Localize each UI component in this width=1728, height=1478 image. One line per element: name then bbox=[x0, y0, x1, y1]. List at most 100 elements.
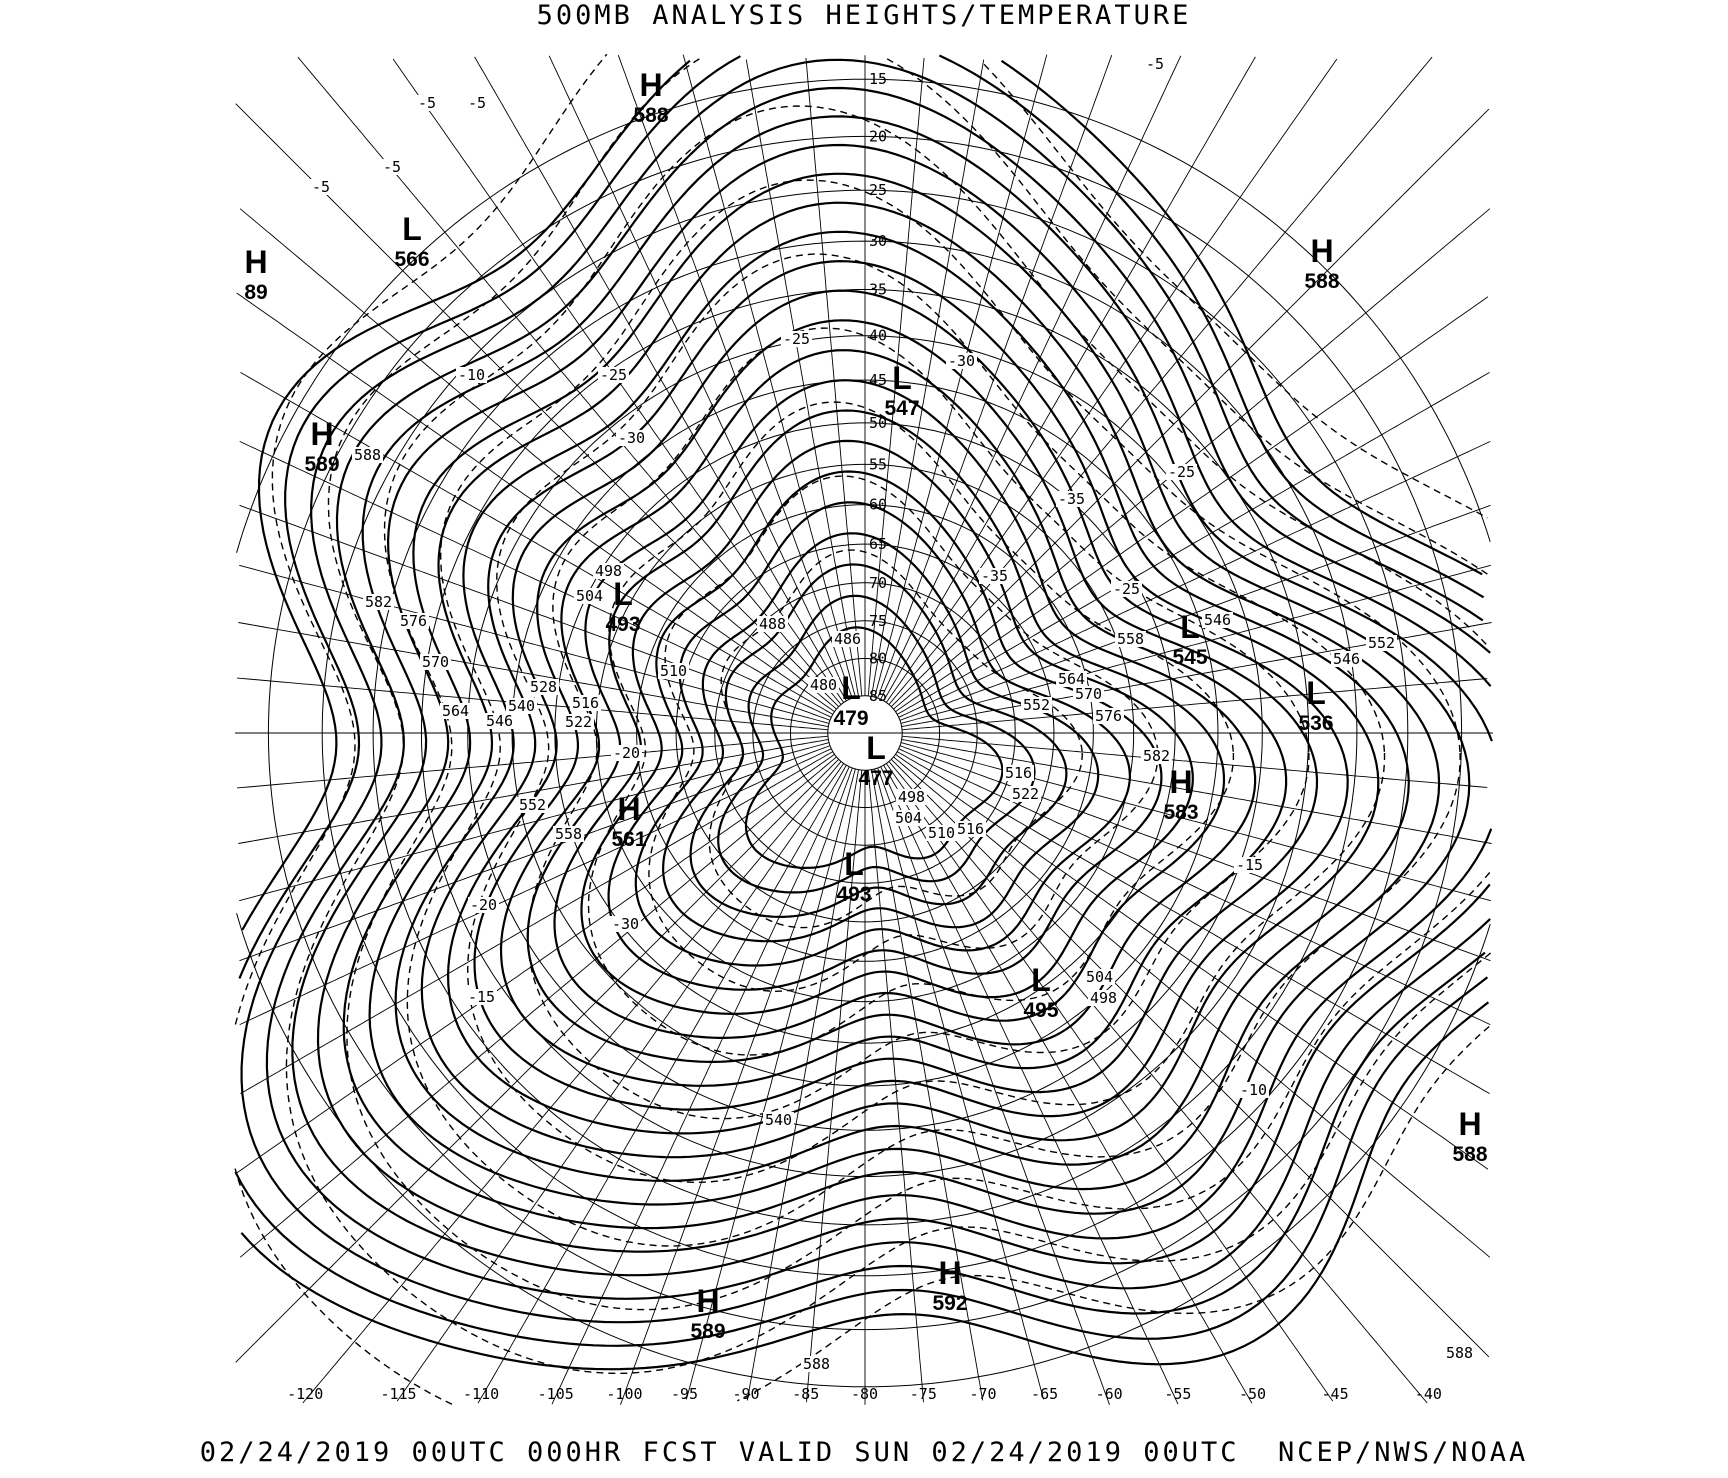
contour-labels: 5825765705645585525465405285225165105044… bbox=[310, 55, 1475, 1373]
center-letter: L bbox=[866, 730, 886, 766]
meridian-line bbox=[617, 55, 853, 699]
meridian-line bbox=[236, 735, 828, 789]
meridian-line bbox=[235, 758, 840, 1363]
label-backdrop bbox=[1141, 748, 1172, 764]
label-backdrop bbox=[1056, 491, 1087, 507]
label-backdrop bbox=[1003, 765, 1034, 781]
label-backdrop bbox=[955, 821, 986, 837]
latitude-label: 25 bbox=[869, 181, 887, 199]
latitude-label: 15 bbox=[869, 70, 887, 88]
height-contour-label: 510 bbox=[928, 824, 955, 842]
height-contour bbox=[420, 259, 1380, 1159]
meridian-line bbox=[871, 59, 985, 697]
label-backdrop bbox=[808, 677, 839, 693]
height-contour bbox=[661, 532, 1100, 943]
meridian-line bbox=[745, 59, 859, 697]
label-backdrop bbox=[484, 713, 515, 729]
longitude-label: -50 bbox=[1239, 1385, 1266, 1403]
chart-title: 500MB ANALYSIS HEIGHTS/TEMPERATURE bbox=[536, 0, 1192, 31]
label-backdrop bbox=[1115, 631, 1146, 647]
label-backdrop bbox=[593, 563, 624, 579]
temperature-contour-label: -15 bbox=[468, 988, 495, 1006]
center-value: 589 bbox=[690, 1320, 725, 1343]
temperature-contour bbox=[527, 327, 1310, 1120]
meridian-line bbox=[895, 296, 1489, 713]
center-letter: H bbox=[617, 791, 640, 827]
meridian-line bbox=[805, 57, 863, 696]
longitude-label: -80 bbox=[851, 1385, 878, 1403]
meridian-line bbox=[900, 742, 1491, 902]
longitude-label: -65 bbox=[1031, 1385, 1058, 1403]
meridian-line bbox=[551, 766, 850, 1405]
meridian-line bbox=[239, 742, 830, 902]
label-backdrop bbox=[563, 714, 594, 730]
meridian-line bbox=[236, 753, 835, 1174]
label-backdrop bbox=[926, 825, 957, 841]
height-contour-label: 564 bbox=[442, 702, 469, 720]
label-backdrop bbox=[1238, 1082, 1269, 1098]
height-contour bbox=[526, 379, 1257, 1064]
label-backdrop bbox=[946, 353, 977, 369]
latitude-label: 85 bbox=[869, 687, 887, 705]
longitude-label: -95 bbox=[671, 1385, 698, 1403]
longitude-label: -115 bbox=[380, 1385, 416, 1403]
longitude-label: -85 bbox=[792, 1385, 819, 1403]
height-contour-label: 588 bbox=[1446, 1344, 1473, 1362]
height-contour-label: 588 bbox=[354, 446, 381, 464]
temperature-contour-label: -25 bbox=[783, 330, 810, 348]
temperature-contour-label: -10 bbox=[1240, 1081, 1267, 1099]
center-value: 588 bbox=[1304, 270, 1339, 293]
longitude-label: -75 bbox=[910, 1385, 937, 1403]
latitude-label: 45 bbox=[869, 371, 887, 389]
meridian-line bbox=[888, 761, 1428, 1404]
label-backdrop bbox=[570, 695, 601, 711]
height-contour-label: 576 bbox=[400, 612, 427, 630]
height-contour bbox=[689, 563, 1068, 918]
longitude-label: -70 bbox=[969, 1385, 996, 1403]
height-contour bbox=[580, 439, 1194, 1016]
center-value: 592 bbox=[932, 1292, 967, 1315]
height-contour-label: 588 bbox=[803, 1355, 830, 1373]
meridian-line bbox=[890, 108, 1490, 708]
latitude-label: 75 bbox=[869, 612, 887, 630]
height-contour-label: 540 bbox=[765, 1111, 792, 1129]
meridian-line bbox=[240, 751, 834, 1094]
height-contour-label: 504 bbox=[895, 809, 922, 827]
longitude-label: -110 bbox=[463, 1385, 499, 1403]
longitude-label: -40 bbox=[1415, 1385, 1442, 1403]
height-contour-label: 516 bbox=[957, 820, 984, 838]
meridian-line bbox=[239, 208, 837, 710]
height-contour-label: 510 bbox=[660, 662, 687, 680]
label-backdrop bbox=[616, 430, 647, 446]
height-contour-label: 564 bbox=[1058, 670, 1085, 688]
meridian-line bbox=[885, 763, 1334, 1402]
height-contour bbox=[240, 59, 1490, 1371]
height-contour-label: 522 bbox=[1012, 785, 1039, 803]
label-backdrop bbox=[517, 797, 548, 813]
label-backdrop bbox=[757, 616, 788, 632]
center-letter: L bbox=[402, 211, 422, 247]
temperature-contour-label: -5 bbox=[418, 94, 436, 112]
label-backdrop bbox=[456, 367, 487, 383]
label-backdrop bbox=[1010, 786, 1041, 802]
temperature-contour-label: -25 bbox=[600, 366, 627, 384]
center-value: 493 bbox=[836, 883, 871, 906]
meridian-line bbox=[396, 763, 845, 1402]
label-backdrop bbox=[416, 95, 438, 111]
height-contour-label: 498 bbox=[898, 788, 925, 806]
center-value: 589 bbox=[304, 453, 339, 476]
label-backdrop bbox=[763, 1112, 794, 1128]
height-contour bbox=[553, 409, 1226, 1039]
temperature-contour bbox=[285, 56, 1492, 1374]
meridian-line bbox=[474, 56, 847, 702]
label-backdrop bbox=[420, 654, 451, 670]
height-contour bbox=[473, 319, 1319, 1111]
label-backdrop bbox=[1111, 581, 1142, 597]
latitude-label: 60 bbox=[869, 496, 887, 514]
meridian-line bbox=[806, 770, 863, 1403]
